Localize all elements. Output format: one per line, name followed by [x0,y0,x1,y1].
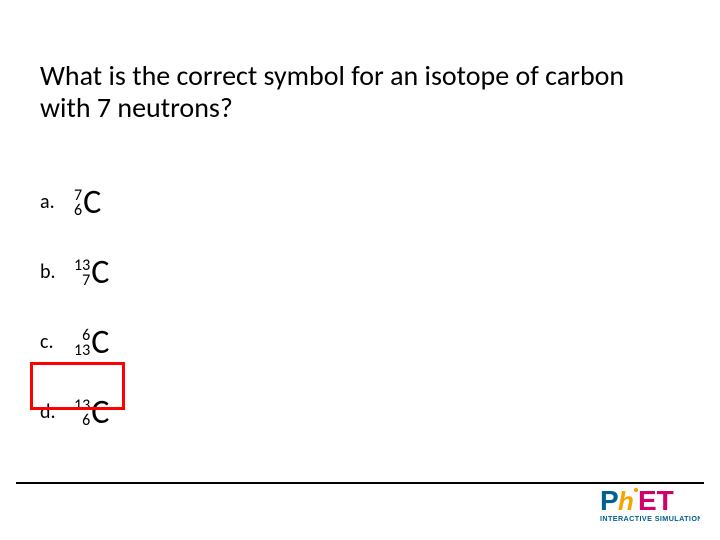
option-c-scripts: 6 13 [74,328,90,358]
option-b-scripts: 13 7 [74,258,90,288]
option-c: c. 6 13 C [40,308,109,360]
option-a-sub: 6 [74,203,82,218]
option-c-sub: 13 [74,343,90,358]
option-a-symbol: 7 6 C [74,186,101,220]
option-b-symbol: 13 7 C [74,256,109,290]
option-a-label: a. [40,190,62,220]
option-c-element: C [91,326,109,360]
option-b-sub: 7 [82,273,90,288]
answer-highlight [30,362,125,410]
phet-logo: P h ET INTERACTIVE SIMULATIONS [600,486,700,526]
option-a-element: C [83,186,101,220]
option-b: b. 13 7 C [40,238,109,290]
question-text: What is the correct symbol for an isotop… [40,60,660,124]
slide: What is the correct symbol for an isotop… [0,0,720,540]
logo-et: ET [638,486,674,516]
option-d-sub: 6 [82,413,90,428]
option-a: a. 7 6 C [40,168,109,220]
option-a-scripts: 7 6 [74,188,82,218]
logo-subtitle: INTERACTIVE SIMULATIONS [600,514,700,523]
logo-h: h [618,486,634,516]
logo-p: P [600,486,619,516]
divider-line [16,482,704,484]
option-b-label: b. [40,260,62,290]
option-b-element: C [91,256,109,290]
option-c-label: c. [40,330,62,360]
option-c-symbol: 6 13 C [74,326,109,360]
